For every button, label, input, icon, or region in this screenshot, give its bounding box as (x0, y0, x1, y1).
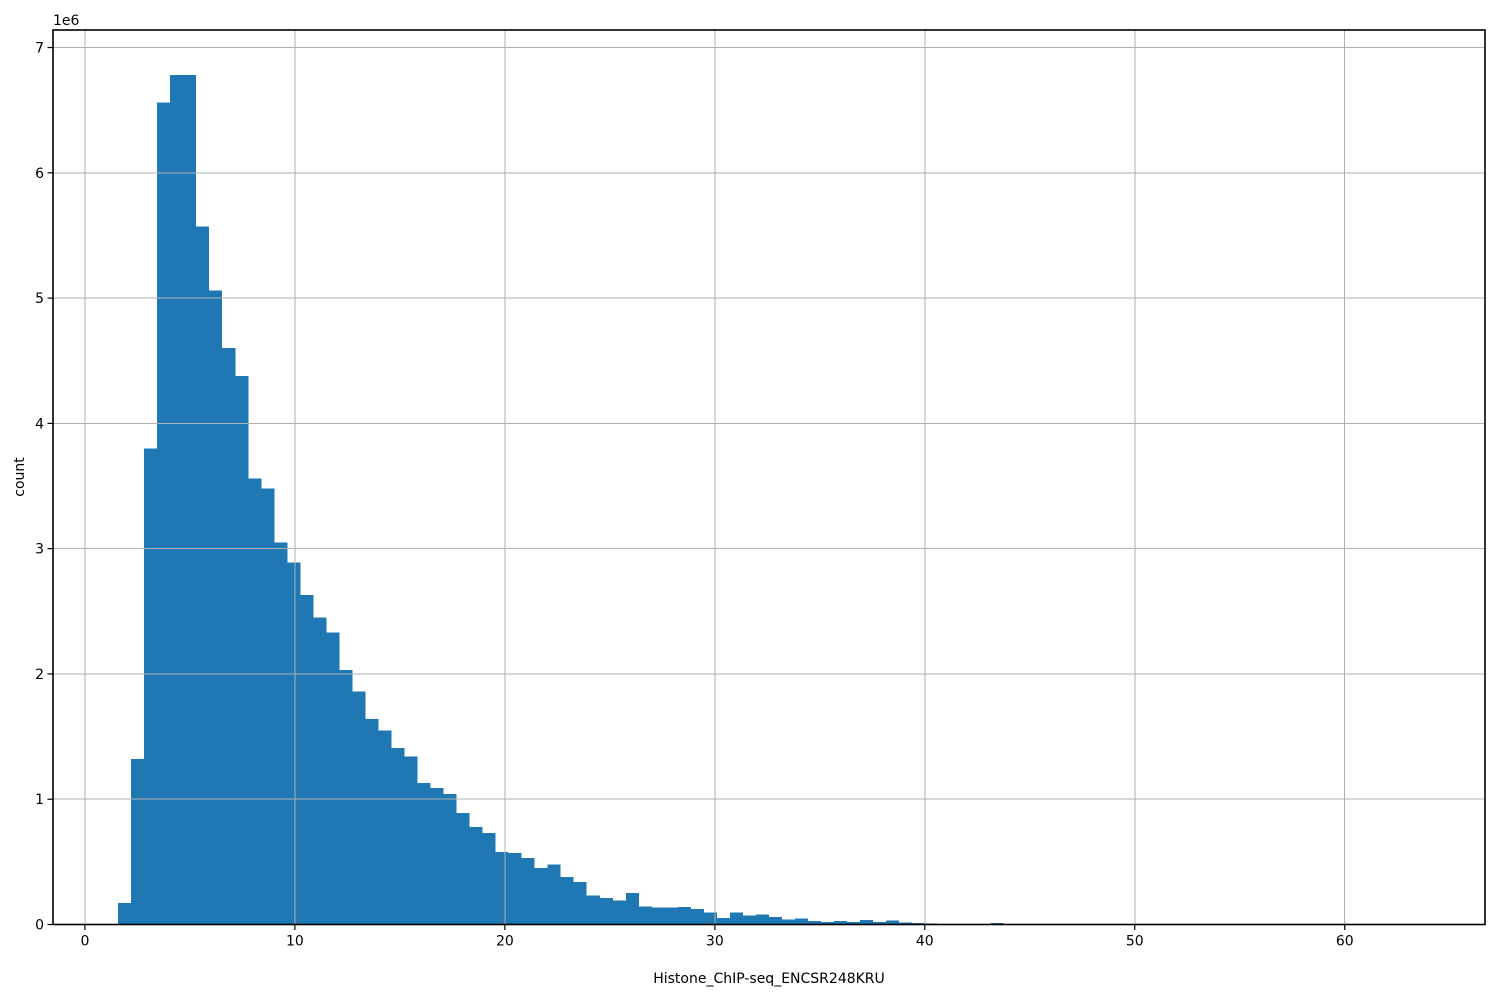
histogram-bar (352, 691, 366, 925)
histogram-bar (430, 787, 444, 925)
histogram-bar (482, 833, 496, 925)
histogram-bar (716, 918, 730, 925)
histogram-bar (860, 919, 874, 925)
histogram-bar (769, 916, 783, 925)
histogram-bar (808, 920, 822, 925)
y-tick-label: 7 (35, 41, 44, 57)
histogram-bar (834, 920, 848, 925)
histogram-bar (560, 876, 574, 925)
histogram-bar (235, 375, 249, 925)
histogram-bar (612, 900, 626, 925)
x-tick-label: 50 (1126, 934, 1144, 950)
histogram-bar (404, 756, 418, 925)
histogram-bar (443, 794, 457, 925)
plot-border (52, 29, 1486, 926)
histogram-bar (703, 912, 717, 925)
y-tick-label: 1 (35, 792, 44, 808)
x-tick-label: 20 (496, 934, 514, 950)
histogram-bar (170, 75, 184, 925)
bars-group (118, 75, 1186, 925)
histogram-bar (261, 488, 275, 925)
histogram-bar (196, 226, 210, 925)
y-tick-label: 4 (35, 416, 44, 432)
histogram-bar (599, 898, 613, 925)
histogram-bar (378, 730, 392, 925)
histogram-bar (131, 759, 145, 925)
histogram-bar (729, 912, 743, 925)
y-tick-label: 6 (35, 166, 44, 182)
histogram-bar (274, 542, 288, 925)
histogram-bar (677, 906, 691, 925)
histogram-bar (847, 921, 861, 925)
histogram-bar (873, 921, 887, 925)
histogram-bar (886, 920, 900, 925)
x-tick-label: 60 (1336, 934, 1354, 950)
histogram-bar (183, 75, 197, 925)
histogram-bar (899, 922, 913, 925)
histogram-bar (287, 562, 301, 925)
histogram-bar (118, 903, 132, 925)
x-axis-label: Histone_ChIP-seq_ENCSR248KRU (653, 971, 885, 987)
histogram-bar (326, 632, 340, 925)
y-axis-label: count (12, 457, 28, 497)
histogram-bar (690, 908, 704, 925)
ticks-group (47, 46, 1346, 930)
histogram-bar (821, 921, 835, 925)
histogram-bar (573, 881, 587, 925)
histogram-bar (495, 851, 509, 925)
histogram-bar (144, 448, 158, 925)
histogram-bar (547, 864, 561, 925)
histogram-bar (365, 719, 379, 925)
histogram-bar (625, 893, 639, 925)
y-tick-label: 5 (35, 291, 44, 307)
histogram-bar (456, 813, 470, 925)
histogram-bar (586, 895, 600, 925)
histogram-bar (209, 290, 223, 925)
histogram-bar (417, 782, 431, 925)
histogram-bar (638, 906, 652, 925)
histogram-bar (508, 853, 522, 925)
histogram-bar (469, 826, 483, 925)
histogram-bar (795, 918, 809, 925)
x-tick-label: 0 (80, 934, 89, 950)
histogram-bar (222, 348, 236, 925)
histogram-bar (651, 907, 665, 925)
histogram-bar (742, 915, 756, 925)
histogram-bar (157, 102, 171, 925)
histogram-bar (534, 868, 548, 925)
histogram-bar (664, 907, 678, 925)
x-tick-label: 40 (916, 934, 934, 950)
y-tick-label: 2 (35, 667, 44, 683)
histogram-bar (521, 858, 535, 925)
histogram-bar (782, 919, 796, 925)
tick-labels-group: 0 10 20 30 40 50 60 0 1 2 3 4 5 6 7 (35, 41, 1354, 950)
histogram-bar (248, 478, 262, 925)
histogram-bar (339, 670, 353, 925)
y-axis-offset-text: 1e6 (53, 13, 80, 29)
histogram-bar (300, 595, 314, 925)
histogram-bar (391, 747, 405, 925)
y-tick-label: 0 (35, 918, 44, 934)
x-tick-label: 30 (706, 934, 724, 950)
histogram-bar (313, 617, 327, 925)
x-tick-label: 10 (286, 934, 304, 950)
histogram-bar (755, 914, 769, 925)
y-tick-label: 3 (35, 542, 44, 558)
